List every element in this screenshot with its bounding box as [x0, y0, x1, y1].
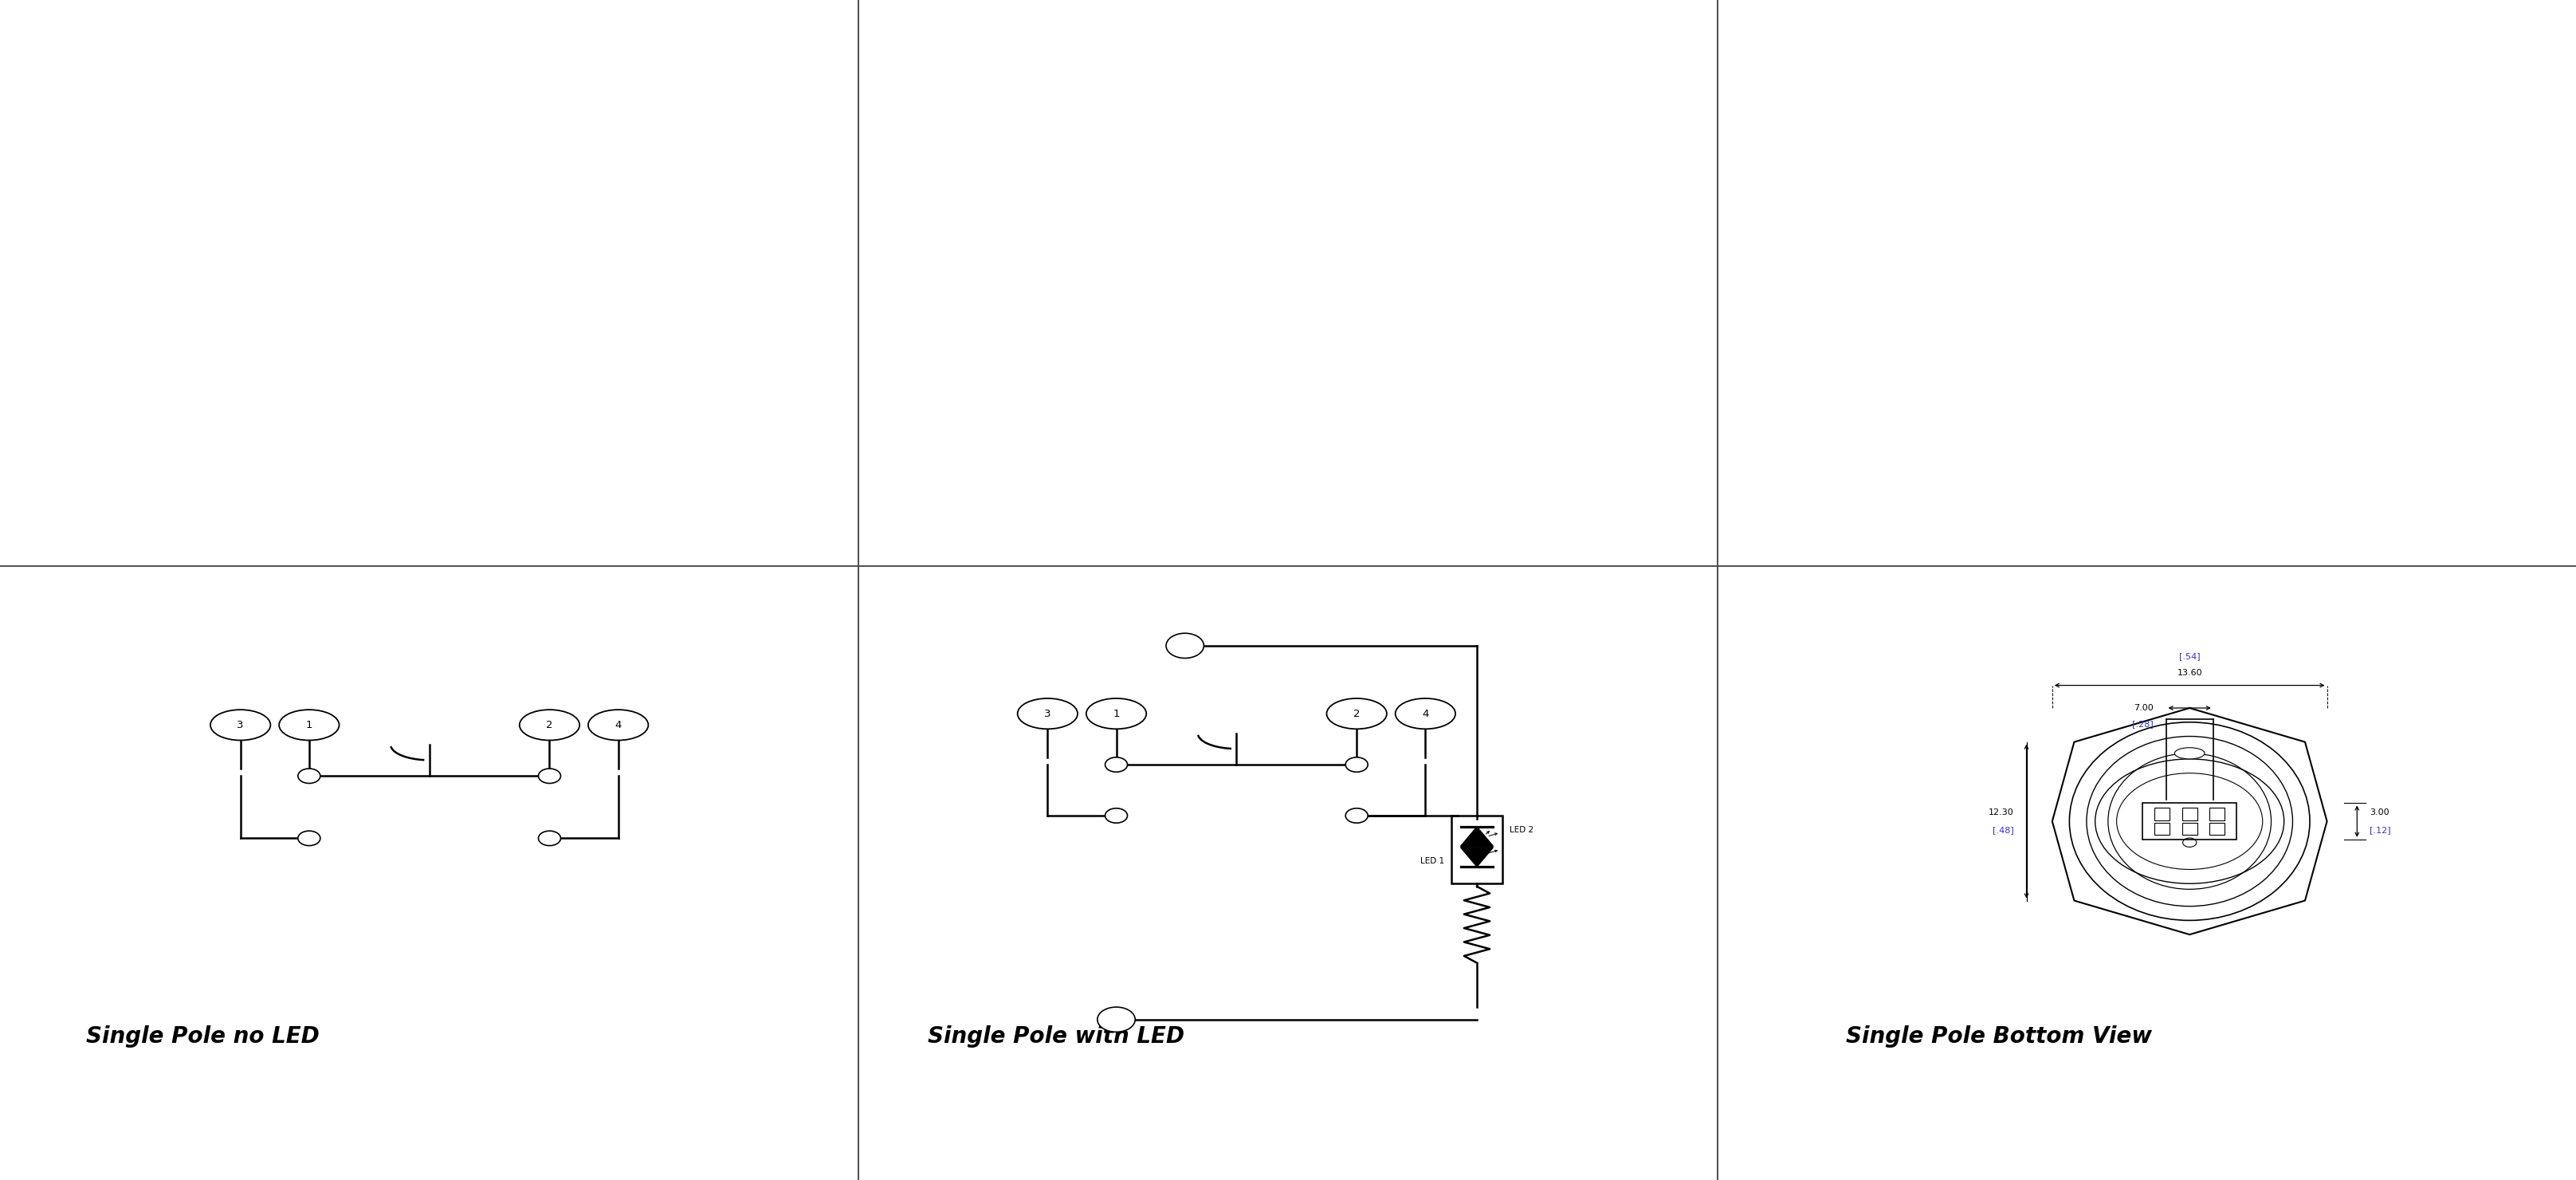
- Ellipse shape: [520, 709, 580, 740]
- Text: [.48]: [.48]: [1991, 826, 2014, 834]
- Text: 3: 3: [1043, 708, 1051, 719]
- Circle shape: [1097, 1007, 1136, 1032]
- Polygon shape: [1461, 827, 1494, 846]
- Circle shape: [538, 768, 562, 784]
- Bar: [2210, 807, 2226, 820]
- Polygon shape: [1461, 847, 1494, 866]
- Bar: [2154, 807, 2169, 820]
- Text: Single Pole no LED: Single Pole no LED: [85, 1025, 319, 1048]
- Text: -: -: [1113, 1012, 1118, 1027]
- Ellipse shape: [2069, 722, 2311, 920]
- Ellipse shape: [1327, 699, 1386, 729]
- Bar: [1450, 815, 1502, 884]
- Bar: [2143, 802, 2236, 840]
- Text: 2: 2: [1352, 708, 1360, 719]
- Text: 2: 2: [546, 720, 554, 730]
- Text: 13.60: 13.60: [2177, 669, 2202, 677]
- Text: Single Pole with LED: Single Pole with LED: [927, 1025, 1185, 1048]
- Ellipse shape: [1018, 699, 1077, 729]
- Text: +: +: [1180, 638, 1190, 653]
- Circle shape: [1345, 758, 1368, 772]
- Circle shape: [1345, 808, 1368, 822]
- Text: 1: 1: [307, 720, 312, 730]
- Ellipse shape: [2107, 753, 2272, 890]
- Ellipse shape: [2174, 748, 2205, 759]
- Text: 7.00: 7.00: [2133, 704, 2154, 712]
- Text: 4: 4: [616, 720, 621, 730]
- Circle shape: [1105, 808, 1128, 822]
- Text: 1: 1: [1113, 708, 1121, 719]
- Text: Single Pole Bottom View: Single Pole Bottom View: [1847, 1025, 2151, 1048]
- Text: LED 1: LED 1: [1419, 857, 1445, 865]
- Text: 12.30: 12.30: [1989, 808, 2014, 817]
- Text: 3.00: 3.00: [2370, 808, 2391, 817]
- Ellipse shape: [1087, 699, 1146, 729]
- Ellipse shape: [587, 709, 649, 740]
- Circle shape: [538, 831, 562, 846]
- Circle shape: [299, 768, 319, 784]
- Text: 3: 3: [237, 720, 245, 730]
- Ellipse shape: [1396, 699, 1455, 729]
- Text: 4: 4: [1422, 708, 1430, 719]
- Text: [.28]: [.28]: [2133, 720, 2154, 728]
- Text: [.54]: [.54]: [2179, 651, 2200, 660]
- Ellipse shape: [2087, 736, 2293, 906]
- Bar: [2154, 822, 2169, 835]
- Circle shape: [299, 831, 319, 846]
- Bar: [2182, 807, 2197, 820]
- Text: LED 2: LED 2: [1510, 826, 1533, 834]
- Circle shape: [1105, 758, 1128, 772]
- Bar: [2210, 822, 2226, 835]
- Ellipse shape: [211, 709, 270, 740]
- Ellipse shape: [278, 709, 340, 740]
- Bar: [2182, 822, 2197, 835]
- Circle shape: [1167, 634, 1203, 658]
- Text: [.12]: [.12]: [2370, 826, 2391, 834]
